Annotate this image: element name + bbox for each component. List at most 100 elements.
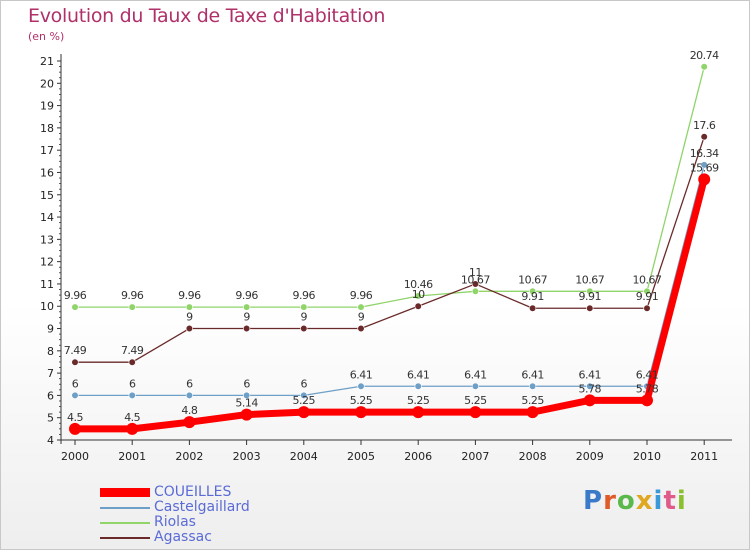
data-point-coueilles [126, 422, 139, 435]
data-point-castelgaillard [471, 382, 480, 390]
series-line-agassac [74, 136, 705, 363]
data-point-coueilles [469, 406, 482, 419]
data-label-agassac: 11 [469, 266, 482, 279]
data-point-castelgaillard [700, 161, 708, 169]
data-label-agassac: 7.49 [121, 344, 144, 357]
data-label-riolas: 10.67 [575, 273, 604, 286]
y-tick-label: 20 [40, 77, 54, 90]
data-label-castelgaillard: 6.41 [407, 368, 430, 381]
data-label-riolas: 10.67 [461, 273, 490, 286]
legend-swatch [100, 537, 150, 539]
x-tick-label: 2001 [118, 450, 146, 463]
data-label-riolas: 9.96 [293, 289, 316, 302]
y-tick-label: 14 [40, 211, 54, 224]
data-point-coueilles [698, 173, 711, 186]
data-point-riolas [128, 303, 136, 311]
data-label-riolas: 9.96 [64, 289, 87, 302]
x-tick-label: 2010 [633, 450, 661, 463]
data-point-agassac [243, 324, 251, 333]
y-tick-label: 7 [47, 367, 54, 380]
data-label-riolas: 20.74 [690, 49, 719, 62]
x-tick-label: 2002 [175, 450, 203, 463]
x-tick-label: 2004 [290, 450, 318, 463]
data-label-castelgaillard: 6 [72, 377, 79, 390]
data-point-riolas [586, 287, 594, 295]
data-point-agassac [414, 302, 422, 310]
data-label-castelgaillard: 6 [129, 377, 136, 390]
legend-swatch [100, 522, 150, 524]
data-label-agassac: 7.49 [64, 344, 87, 357]
data-label-coueilles: 5.25 [407, 394, 430, 407]
series-line-castelgaillard [74, 164, 705, 397]
x-tick-label: 2006 [404, 450, 432, 463]
data-point-riolas [357, 303, 365, 311]
data-label-castelgaillard: 6 [301, 377, 308, 390]
data-label-riolas: 10.67 [633, 273, 662, 286]
data-point-coueilles [355, 406, 367, 419]
data-label-riolas: 10.46 [404, 278, 433, 291]
data-label-coueilles: 4.5 [124, 411, 140, 424]
data-label-riolas: 10.67 [518, 273, 547, 286]
data-point-castelgaillard [71, 391, 79, 400]
y-tick-label: 19 [40, 100, 54, 113]
series-line-coueilles [71, 175, 708, 433]
data-label-riolas: 9.96 [350, 289, 373, 302]
data-label-riolas: 9.96 [235, 289, 258, 302]
legend-label: Castelgaillard [154, 499, 250, 515]
y-tick-label: 9 [47, 323, 54, 336]
data-label-agassac: 9.91 [521, 290, 544, 303]
data-point-coueilles [412, 406, 425, 419]
x-tick-label: 2005 [347, 450, 375, 463]
data-point-castelgaillard [185, 391, 193, 400]
y-tick-label: 6 [47, 389, 54, 402]
x-tick-label: 2000 [61, 450, 89, 463]
data-point-agassac [71, 358, 79, 366]
data-label-coueilles: 4.8 [181, 404, 197, 417]
proxiti-logo-letter: o [616, 486, 636, 516]
data-label-castelgaillard: 6.41 [464, 368, 487, 381]
data-point-agassac [471, 280, 480, 288]
data-label-coueilles: 5.14 [235, 397, 258, 410]
legend-label: COUEILLES [154, 484, 232, 500]
data-point-agassac [357, 324, 365, 333]
y-axis-unit: (en %) [28, 30, 65, 43]
data-label-agassac: 9 [243, 311, 250, 324]
data-point-castelgaillard [414, 382, 422, 390]
y-tick-label: 21 [40, 55, 54, 68]
proxiti-logo-letter: i [653, 486, 664, 516]
proxiti-logo-letter: t [663, 486, 677, 516]
data-label-riolas: 9.96 [121, 289, 144, 302]
data-point-castelgaillard [300, 391, 308, 400]
data-label-coueilles: 4.5 [67, 411, 83, 424]
proxiti-logo-letter: x [635, 486, 654, 516]
y-tick-label: 13 [40, 233, 54, 246]
y-tick-label: 11 [40, 278, 54, 291]
data-point-coueilles [69, 422, 81, 435]
data-point-riolas [700, 63, 708, 71]
proxiti-logo: Proxiti [583, 486, 687, 516]
data-label-coueilles: 5.25 [350, 394, 373, 407]
y-tick-label: 8 [47, 345, 54, 358]
data-label-castelgaillard: 16.34 [690, 147, 719, 160]
data-label-agassac: 9.91 [636, 290, 659, 303]
y-tick-label: 12 [40, 256, 54, 269]
data-point-castelgaillard [357, 382, 365, 390]
data-point-castelgaillard [128, 391, 136, 400]
data-point-castelgaillard [243, 391, 251, 400]
x-tick-label: 2011 [690, 450, 718, 463]
legend-label: Riolas [154, 514, 196, 530]
x-tick-label: 2007 [461, 450, 489, 463]
data-point-coueilles [297, 406, 310, 419]
proxiti-logo-letter: i [676, 486, 687, 516]
data-point-riolas [414, 292, 422, 300]
legend-label: Agassac [154, 529, 212, 545]
data-point-agassac [700, 133, 708, 141]
data-label-agassac: 17.6 [693, 119, 716, 132]
data-label-coueilles: 5.25 [464, 394, 487, 407]
data-point-riolas [300, 303, 308, 311]
legend-swatch [100, 507, 150, 509]
x-tick-label: 2003 [233, 450, 261, 463]
data-point-riolas [71, 303, 79, 311]
data-point-riolas [643, 287, 651, 295]
